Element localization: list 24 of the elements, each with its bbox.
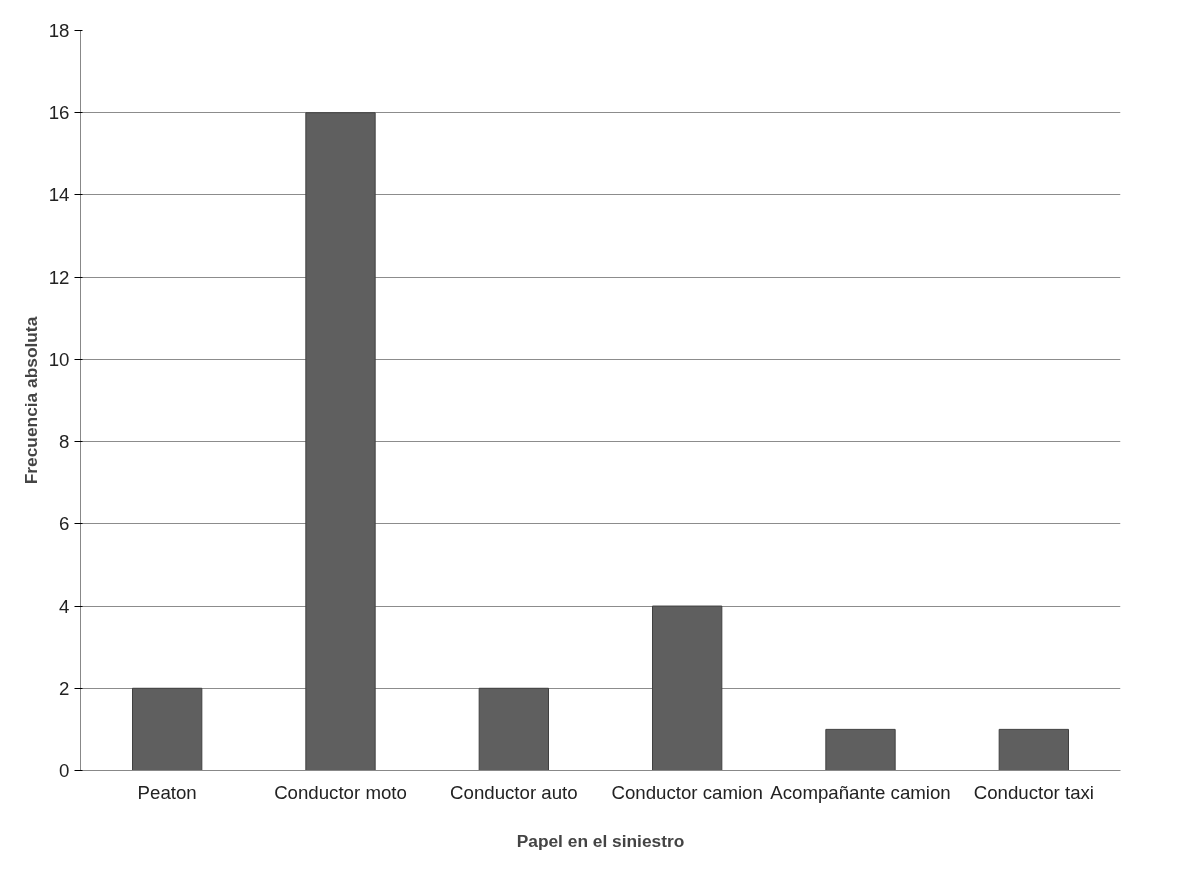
- y-tick-label: 0: [59, 760, 70, 781]
- x-tick-label: Peaton: [137, 781, 197, 803]
- y-tick-label: 18: [48, 20, 70, 41]
- bar: [478, 687, 549, 771]
- y-tick-label: 8: [59, 431, 70, 453]
- y-tick-label: 4: [59, 595, 70, 617]
- bar: [305, 112, 376, 771]
- x-tick-label: Conductor camion: [611, 781, 763, 803]
- y-tick-label: 6: [59, 513, 70, 535]
- x-tick-label: Conductor moto: [274, 781, 407, 803]
- bar: [652, 605, 723, 771]
- x-tick-label: Conductor taxi: [973, 781, 1094, 803]
- y-tick-label: 2: [59, 677, 70, 699]
- bar: [132, 687, 203, 771]
- bar: [998, 728, 1069, 771]
- y-tick-label: 16: [48, 102, 70, 124]
- x-axis-title: Papel en el siniestro: [516, 830, 685, 851]
- y-tick-label: 14: [48, 184, 70, 206]
- y-axis-title: Frecuencia absoluta: [20, 316, 41, 485]
- bar: [825, 728, 896, 771]
- x-tick-label: Acompañante camion: [770, 781, 951, 803]
- y-tick-label: 12: [48, 266, 70, 288]
- x-tick-label: Conductor auto: [450, 781, 578, 803]
- y-tick-label: 10: [48, 348, 70, 370]
